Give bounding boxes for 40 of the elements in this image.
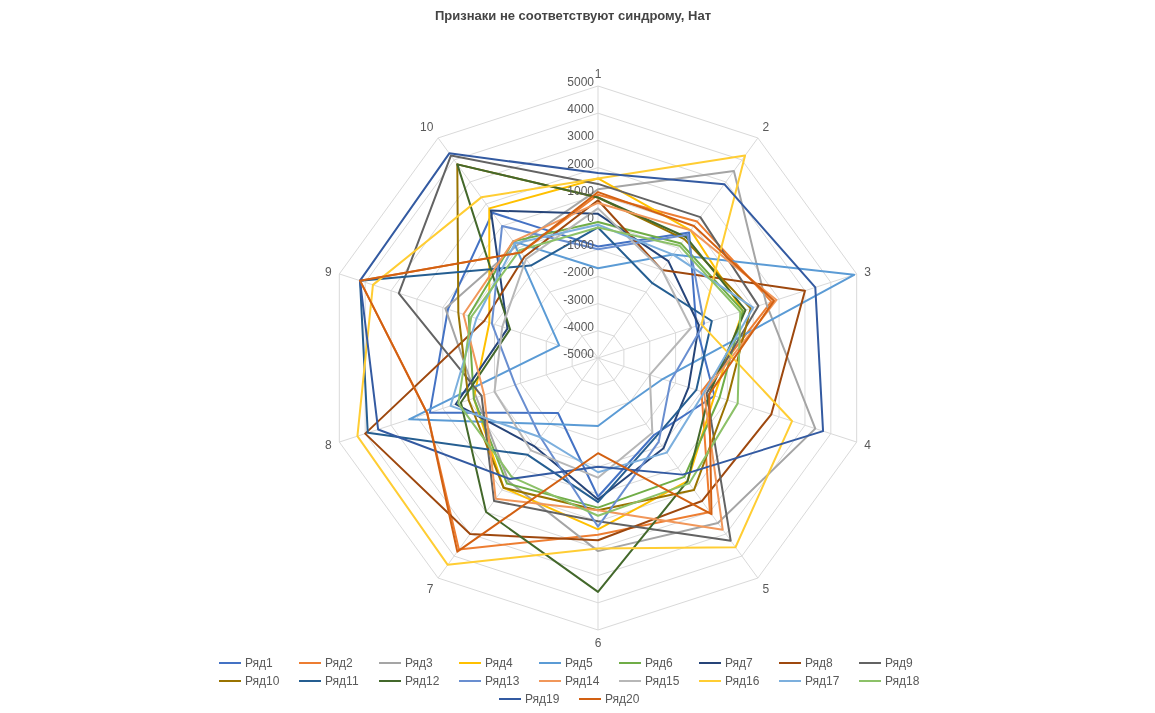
legend-label: Ряд17 xyxy=(804,674,841,688)
spoke-label: 2 xyxy=(762,120,770,135)
legend-label: Ряд7 xyxy=(724,656,754,670)
legend-label: Ряд16 xyxy=(724,674,761,688)
legend-label: Ряд3 xyxy=(404,656,434,670)
y-tick-label: -4000 xyxy=(563,319,595,334)
spoke-label: 7 xyxy=(426,582,434,597)
legend-label: Ряд13 xyxy=(484,674,521,688)
y-tick-label: -2000 xyxy=(563,265,595,280)
y-tick-label: 4000 xyxy=(567,102,595,117)
legend-label: Ряд11 xyxy=(324,674,360,688)
legend-label: Ряд1 xyxy=(244,656,274,670)
legend-label: Ряд2 xyxy=(324,656,354,670)
spoke-label: 5 xyxy=(762,582,770,597)
spoke-label: 1 xyxy=(594,67,602,81)
spoke-label: 10 xyxy=(420,120,434,135)
legend-label: Ряд8 xyxy=(804,656,834,670)
spoke-label: 3 xyxy=(864,264,872,279)
y-tick-label: 5000 xyxy=(567,75,595,89)
legend-label: Ряд12 xyxy=(404,674,441,688)
legend-label: Ряд18 xyxy=(884,674,921,688)
legend-label: Ряд10 xyxy=(244,674,281,688)
legend-label: Ряд4 xyxy=(484,656,514,670)
spoke-label: 9 xyxy=(325,264,333,279)
legend-label: Ряд9 xyxy=(884,656,914,670)
legend-label: Ряд20 xyxy=(604,692,641,706)
y-tick-label: -5000 xyxy=(563,347,595,361)
y-tick-label: 0 xyxy=(587,211,595,225)
spoke-label: 6 xyxy=(594,635,602,650)
y-tick-label: 2000 xyxy=(567,156,595,171)
legend-label: Ряд5 xyxy=(564,656,594,670)
spoke-label: 8 xyxy=(325,437,333,452)
y-tick-label: -3000 xyxy=(563,292,595,307)
y-tick-label: 3000 xyxy=(567,129,595,144)
spoke-label: 4 xyxy=(864,437,872,452)
chart-title: Признаки не соответствуют синдрому, Нат xyxy=(433,8,712,25)
legend-label: Ряд14 xyxy=(564,674,601,688)
legend-label: Ряд15 xyxy=(644,674,681,688)
legend-label: Ряд19 xyxy=(524,692,561,706)
legend-label: Ряд6 xyxy=(644,656,674,670)
